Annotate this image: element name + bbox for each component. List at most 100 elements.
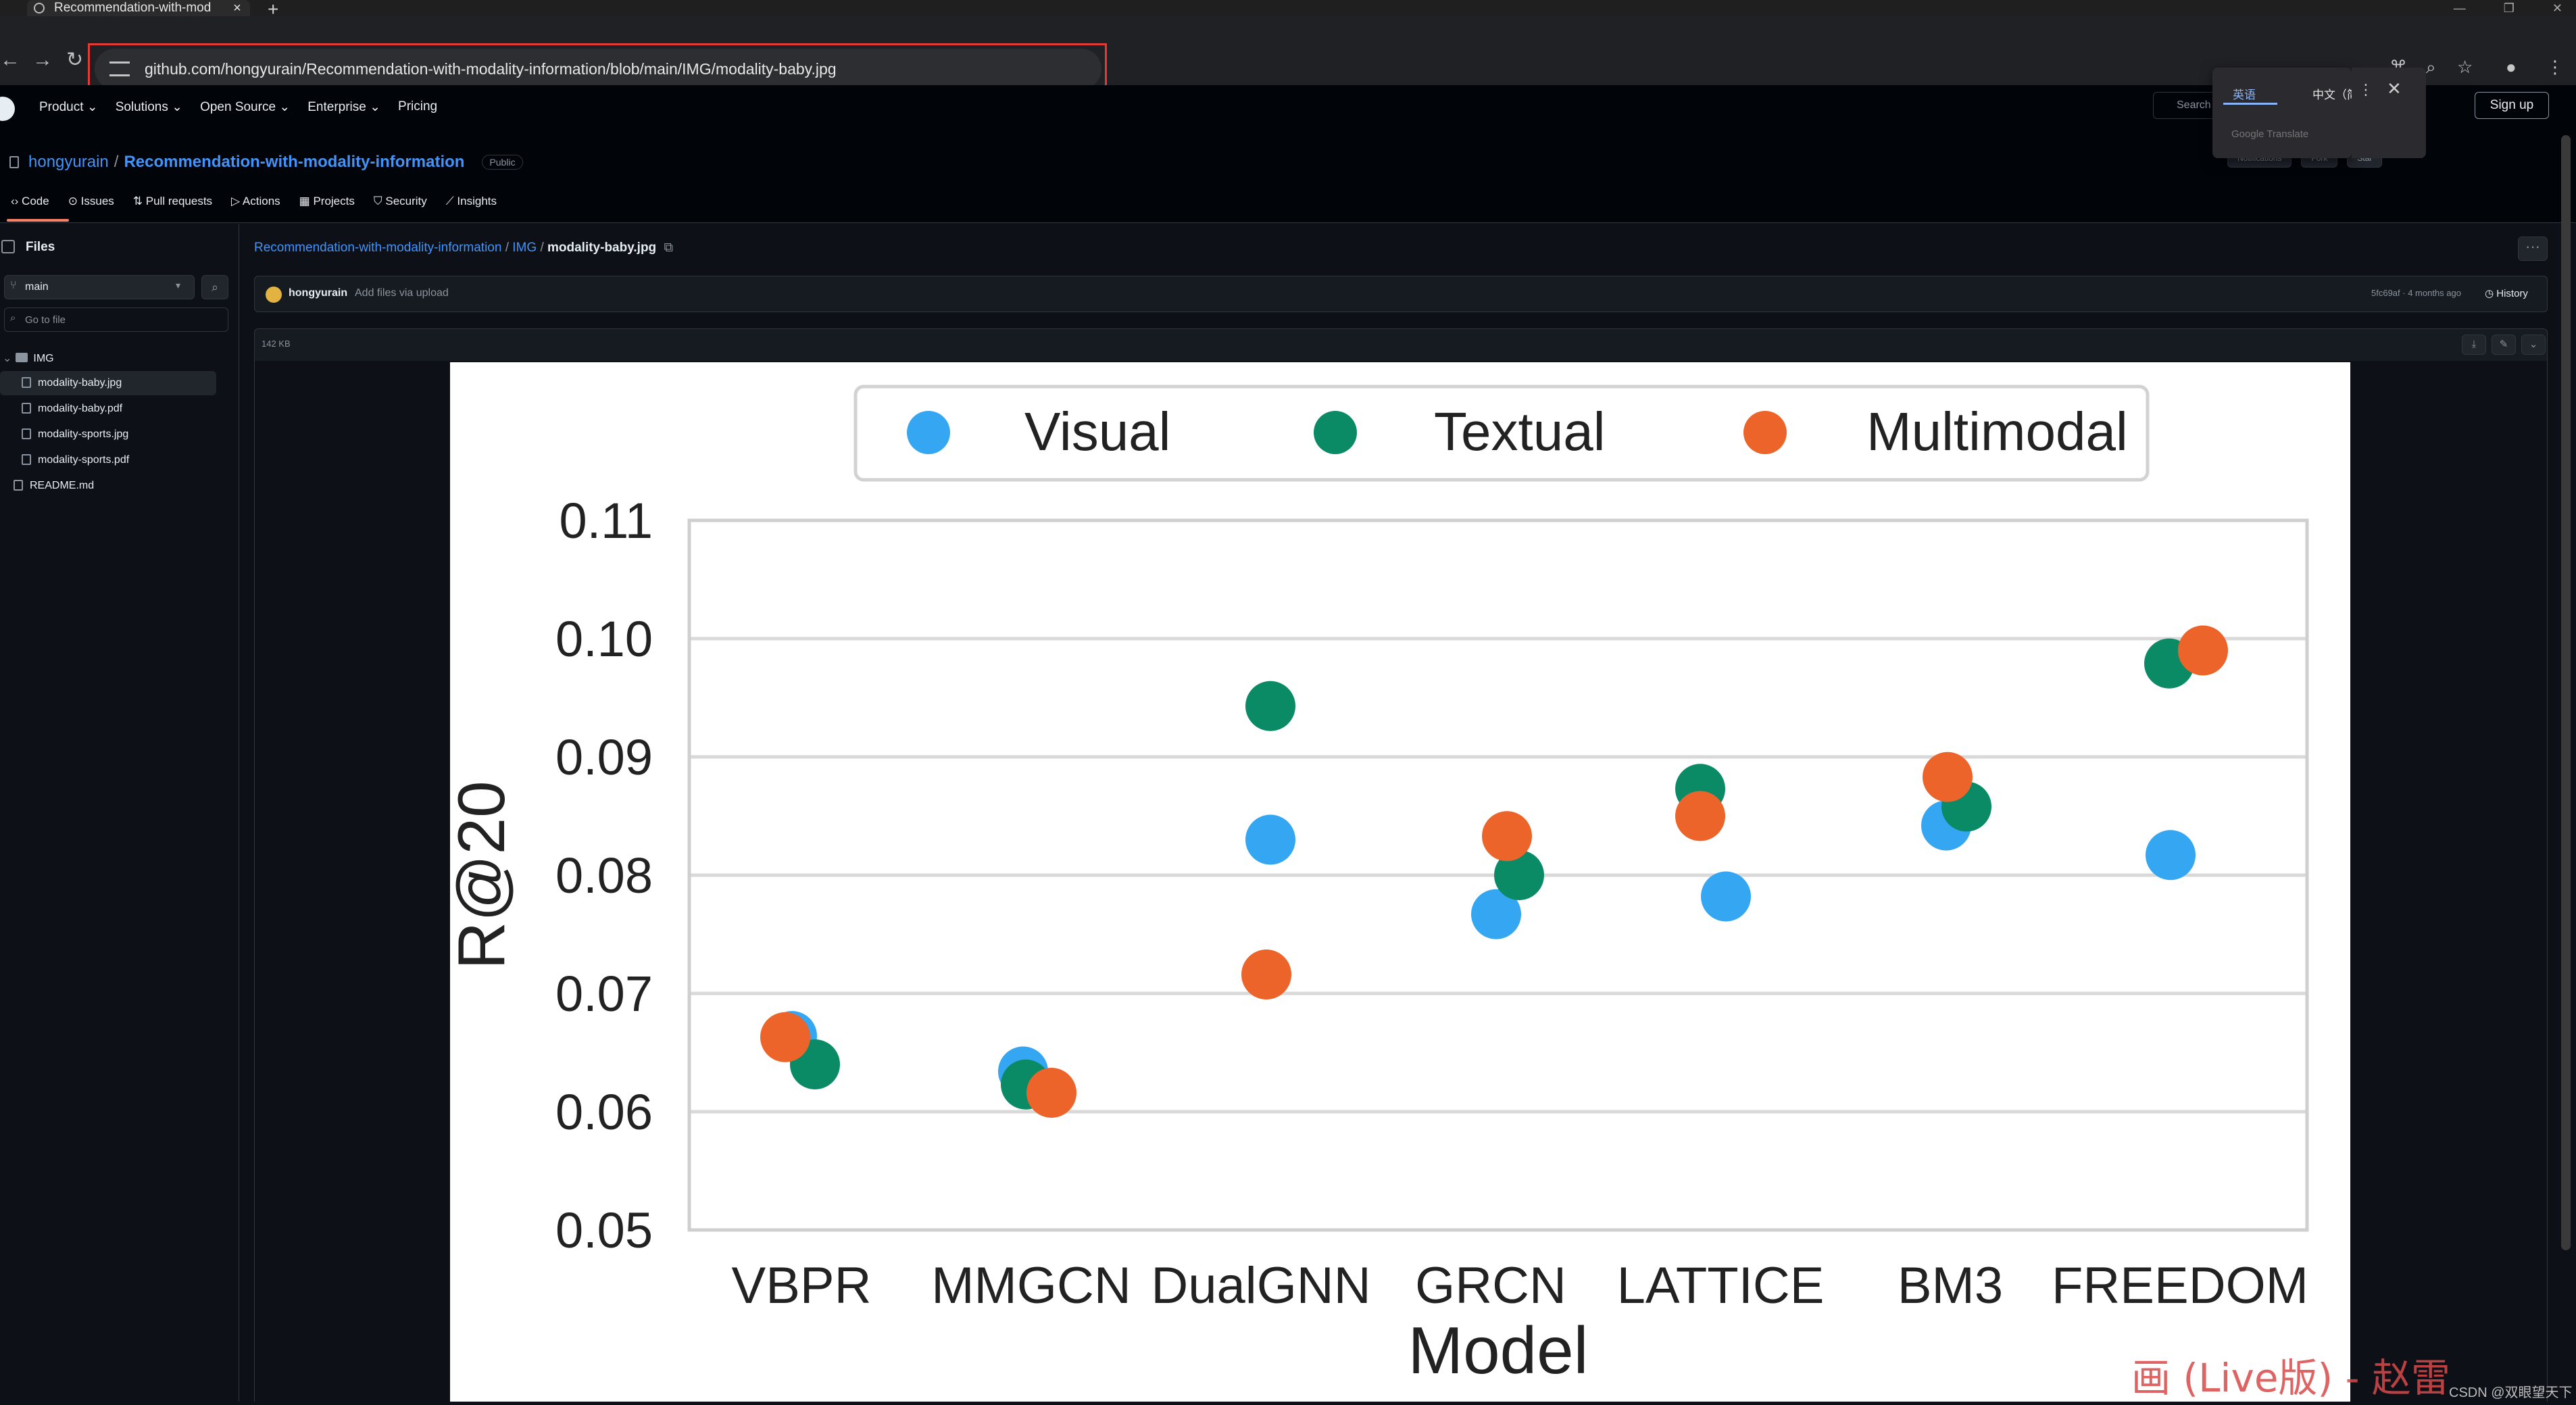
tree-label: IMG — [33, 353, 54, 364]
profile-icon[interactable]: ● — [2506, 57, 2517, 77]
repo-header: hongyurain / Recommendation-with-modalit… — [0, 132, 2576, 223]
branch-caret-icon: ▾ — [175, 280, 180, 291]
new-tab-button[interactable]: + — [268, 0, 279, 20]
tab-projects[interactable]: ▦ Projects — [299, 195, 355, 207]
breadcrumb-repo-link[interactable]: Recommendation-with-modality-information — [254, 241, 502, 255]
legend-marker — [907, 411, 950, 454]
watermark-credit: CSDN @双眼望天下 — [2449, 1385, 2573, 1400]
close-window-icon[interactable]: ✕ — [2552, 1, 2562, 15]
address-bar[interactable]: github.com/hongyurain/Recommendation-wit… — [95, 49, 1101, 89]
nav-product[interactable]: Product ⌄ — [39, 100, 98, 114]
tree-file-modality-sports-jpg[interactable]: modality-sports.jpg — [0, 422, 216, 447]
menu-icon[interactable]: ⋮ — [2546, 57, 2564, 77]
y-tick-label: 0.06 — [555, 1084, 653, 1140]
translate-lang-english[interactable]: 英语 — [2233, 89, 2256, 101]
latest-commit-bar: hongyurain Add files via upload 5fc69af … — [254, 276, 2548, 312]
restore-icon[interactable]: ❐ — [2503, 1, 2515, 15]
edit-button[interactable]: ✎ — [2492, 335, 2516, 355]
branch-selector[interactable]: ⑂ main ▾ — [4, 275, 195, 299]
minimize-icon[interactable]: — — [2453, 1, 2466, 15]
tree-file-readme[interactable]: README.md — [0, 474, 216, 498]
repo-name-link[interactable]: Recommendation-with-modality-information — [124, 153, 465, 171]
forward-icon[interactable]: → — [32, 49, 53, 71]
file-search-button[interactable]: ⌕ — [201, 275, 228, 299]
legend-marker — [1743, 411, 1787, 454]
translate-active-underline — [2223, 103, 2277, 105]
commit-meta[interactable]: 5fc69af · 4 months ago — [2371, 288, 2461, 298]
tab-pull-requests-label: Pull requests — [145, 195, 213, 207]
legend-label: Textual — [1434, 401, 1605, 462]
url-text[interactable]: github.com/hongyurain/Recommendation-wit… — [145, 59, 837, 78]
data-point-multimodal — [1482, 811, 1532, 862]
tab-issues-label: Issues — [80, 195, 114, 207]
data-point-textual — [1494, 850, 1544, 900]
legend-label: Multimodal — [1866, 401, 2128, 462]
go-to-file-input[interactable]: ⌕ Go to file — [4, 307, 228, 332]
data-point-visual — [1245, 814, 1295, 865]
file-icon — [14, 480, 23, 491]
x-tick-label: FREEDOM — [2052, 1257, 2308, 1314]
more-options-button[interactable]: ··· — [2518, 237, 2548, 261]
download-button[interactable]: ⤓ — [2462, 335, 2486, 355]
google-translate-label: Google Translate — [2231, 128, 2309, 140]
repo-path-separator: / — [114, 153, 119, 171]
breadcrumb-folder-link[interactable]: IMG — [512, 241, 537, 255]
github-favicon-icon — [34, 3, 45, 14]
commit-author[interactable]: hongyurain — [289, 287, 348, 299]
tree-folder-img[interactable]: ⌄ IMG — [0, 345, 216, 370]
tree-label: README.md — [30, 480, 95, 491]
edit-dropdown-button[interactable]: ⌄ — [2521, 335, 2546, 355]
tree-file-modality-baby-pdf[interactable]: modality-baby.pdf — [0, 397, 216, 421]
star-icon[interactable]: ☆ — [2457, 57, 2473, 77]
translate-more-icon[interactable]: ⋮ — [2358, 81, 2373, 98]
avatar[interactable] — [266, 287, 282, 303]
site-info-icon[interactable] — [109, 61, 130, 76]
active-tab-underline — [7, 219, 69, 222]
github-nav: Product ⌄ Solutions ⌄ Open Source ⌄ Ente… — [39, 99, 437, 115]
tab-close-icon[interactable]: × — [233, 0, 241, 16]
files-title: Files — [26, 240, 55, 254]
tab-issues[interactable]: ⊙ Issues — [68, 195, 114, 207]
repo-tabs: ‹› Code ⊙ Issues ⇅ Pull requests ▷ Actio… — [11, 195, 497, 208]
search-icon: ⌕ — [10, 312, 16, 324]
tab-insights[interactable]: ⟋ Insights — [445, 195, 497, 207]
y-tick-label: 0.07 — [555, 966, 653, 1022]
browser-tab[interactable]: Recommendation-with-mod × — [27, 0, 250, 16]
tab-security[interactable]: ⛉ Security — [373, 195, 427, 207]
github-logo-icon[interactable] — [0, 97, 15, 121]
nav-solutions[interactable]: Solutions ⌄ — [115, 100, 183, 114]
history-button[interactable]: ◷ History — [2485, 287, 2528, 299]
commit-message[interactable]: Add files via upload — [355, 287, 449, 299]
visibility-badge: Public — [482, 155, 523, 170]
back-icon[interactable]: ← — [0, 49, 20, 71]
reload-icon[interactable]: ↻ — [66, 49, 84, 71]
repo-owner-link[interactable]: hongyurain — [28, 153, 109, 171]
gridlines — [689, 637, 2307, 1114]
nav-enterprise[interactable]: Enterprise ⌄ — [307, 100, 381, 114]
page-scrollbar[interactable] — [2561, 135, 2571, 1250]
data-point-multimodal — [1026, 1068, 1076, 1118]
tab-pull-requests[interactable]: ⇅ Pull requests — [132, 195, 213, 207]
copy-path-icon[interactable]: ⧉ — [664, 241, 674, 255]
sign-up-button[interactable]: Sign up — [2475, 92, 2549, 119]
x-tick-label: GRCN — [1415, 1257, 1566, 1314]
chart-image: 0.05 0.06 0.07 0.08 0.09 0.10 0.11 VBPR MMGCN Du… — [444, 362, 2350, 1402]
tab-code[interactable]: ‹› Code — [11, 195, 49, 207]
tree-label: modality-sports.pdf — [38, 454, 130, 466]
nav-open-source[interactable]: Open Source ⌄ — [200, 100, 291, 114]
nav-pricing[interactable]: Pricing — [398, 99, 438, 114]
tab-insights-label: Insights — [457, 195, 497, 207]
github-search-button[interactable]: Search — [2153, 92, 2221, 119]
tree-file-modality-baby-jpg[interactable]: modality-baby.jpg — [0, 371, 216, 395]
collapse-sidebar-icon[interactable] — [1, 240, 15, 253]
zoom-icon[interactable]: ⌕ — [2426, 57, 2436, 77]
tree-file-modality-sports-pdf[interactable]: modality-sports.pdf — [0, 448, 216, 472]
data-point-multimodal — [1923, 751, 1973, 802]
translate-popup-controls: ⋮ ✕ — [2352, 68, 2426, 158]
translate-close-icon[interactable]: ✕ — [2387, 78, 2402, 99]
data-point-visual — [1471, 889, 1521, 939]
breadcrumb-sep: / — [505, 241, 509, 255]
file-action-buttons: ⤓ ✎ ⌄ — [2462, 335, 2546, 355]
tab-actions-label: Actions — [242, 195, 280, 207]
tab-actions[interactable]: ▷ Actions — [231, 195, 280, 207]
